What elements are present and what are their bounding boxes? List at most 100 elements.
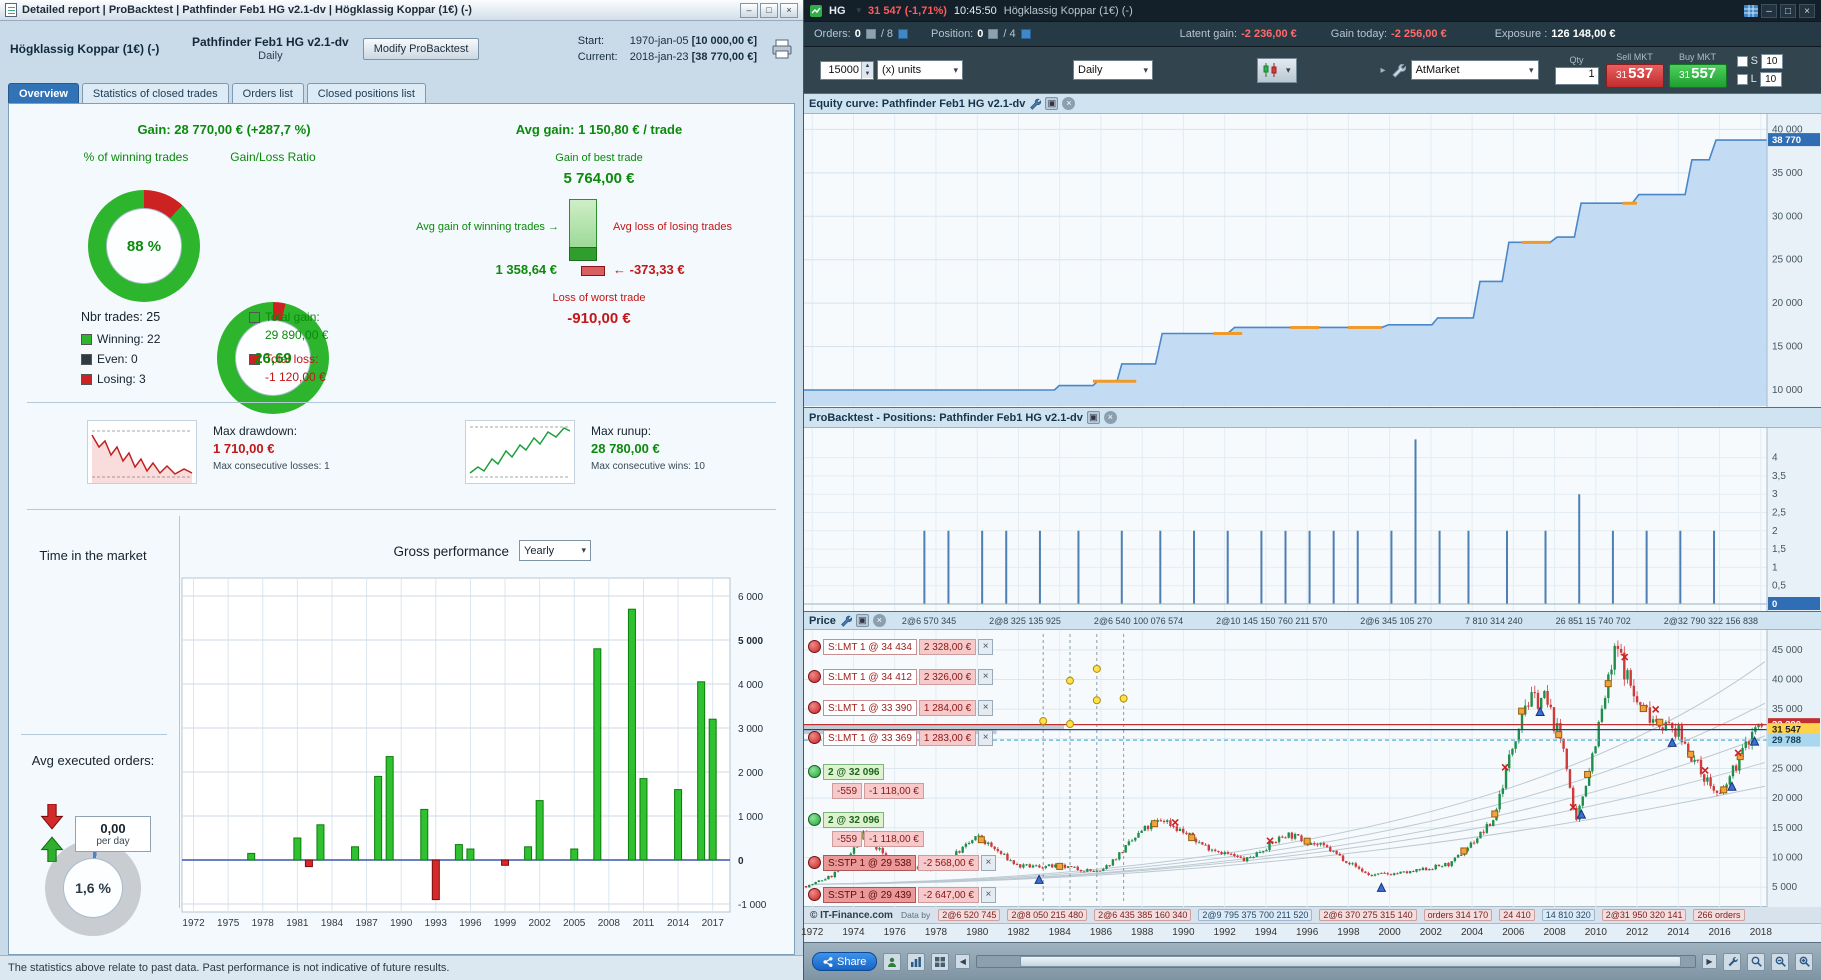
wrench-icon[interactable]: [1391, 63, 1406, 78]
popout-icon[interactable]: ▣: [855, 614, 869, 627]
chart-scrollbar[interactable]: [976, 955, 1696, 968]
symbol-chevron-icon[interactable]: ▾: [856, 5, 862, 15]
price-order-row: -559 -1 118,00 €: [832, 782, 924, 799]
report-header: Högklassig Koppar (1€) (-) Pathfinder Fe…: [0, 21, 803, 77]
position-add-icon[interactable]: [1020, 29, 1031, 39]
cancel-order-button[interactable]: ×: [978, 638, 994, 655]
x-axis-year-label: 2010: [1584, 927, 1607, 938]
positions-panel: ProBacktest - Positions: Pathfinder Feb1…: [804, 407, 1821, 612]
zoom-in-button[interactable]: [1795, 952, 1813, 971]
search-button[interactable]: [1747, 952, 1765, 971]
scroll-left-button[interactable]: ◀: [955, 954, 971, 969]
svg-text:35 000: 35 000: [1772, 704, 1803, 715]
wrench-icon[interactable]: [840, 615, 852, 627]
print-icon[interactable]: [771, 39, 793, 59]
tab-statistics[interactable]: Statistics of closed trades: [81, 83, 229, 103]
limit-checkbox[interactable]: [1736, 73, 1748, 85]
even-count: Even: 0: [81, 352, 160, 366]
units-value: (x) units: [882, 64, 922, 76]
order-icon: [808, 856, 821, 869]
winning-count-label: Winning: 22: [97, 332, 161, 346]
price-panel: Price ▣ × 2@6 570 345 2@8 325 135 925 2@6 …: [804, 611, 1821, 907]
chart-type-button[interactable]: ▾: [1257, 57, 1297, 83]
units-select[interactable]: (x) units ▾: [877, 60, 963, 80]
buy-price: 557: [1691, 65, 1717, 82]
layout-button[interactable]: [931, 952, 950, 971]
chart-close-button[interactable]: ×: [1799, 3, 1815, 18]
tab-closed-positions[interactable]: Closed positions list: [306, 83, 426, 103]
svg-text:6 000: 6 000: [738, 592, 763, 603]
start-amount: [10 000,00 €]: [691, 34, 757, 47]
chart-minimize-button[interactable]: –: [1761, 3, 1777, 18]
runup-sparkline: [465, 420, 575, 484]
orders-list-icon[interactable]: [865, 29, 876, 39]
x-axis-year-label: 1982: [1007, 927, 1030, 938]
position-list-icon[interactable]: [988, 29, 999, 39]
cancel-order-button[interactable]: ×: [978, 668, 994, 685]
modify-probacktest-button[interactable]: Modify ProBacktest: [362, 38, 480, 60]
close-panel-icon[interactable]: ×: [1103, 411, 1117, 424]
close-panel-icon[interactable]: ×: [872, 614, 886, 627]
position-label: Position:: [931, 28, 974, 40]
cancel-order-button[interactable]: ×: [980, 854, 996, 871]
current-date: 2018-jan-23: [629, 51, 689, 63]
stats-button[interactable]: [907, 952, 926, 971]
quantity-stepper[interactable]: 15000 ▲ ▼: [820, 60, 874, 80]
price-footer-row: © IT-Finance.com Data by 2@6 520 745 2@8 …: [804, 906, 1821, 923]
last-price: 31 547 (-1,71%): [868, 4, 947, 17]
buy-market-button[interactable]: 31 557: [1668, 64, 1727, 88]
gross-performance-period-select[interactable]: Yearly ▾: [519, 540, 591, 561]
maximize-button[interactable]: □: [760, 2, 778, 18]
settings-button[interactable]: [1723, 952, 1741, 971]
order-annotation: 26 851 15 740 702: [1555, 615, 1631, 626]
totals-block: Total gain: 29 890,00 € Total loss: -1 1…: [249, 310, 328, 384]
svg-text:20 000: 20 000: [1772, 298, 1803, 309]
orders-max: / 8: [880, 28, 894, 40]
popout-icon[interactable]: ▣: [1045, 97, 1059, 110]
scrollbar-thumb[interactable]: [1020, 956, 1681, 967]
close-button[interactable]: ×: [780, 2, 798, 18]
svg-text:45 000: 45 000: [1772, 645, 1803, 656]
x-axis-year-label: 2008: [1543, 927, 1566, 938]
stepper-down-icon[interactable]: ▼: [862, 69, 873, 78]
scroll-right-button[interactable]: ▶: [1702, 954, 1717, 969]
total-loss-row: Total loss:: [249, 352, 328, 366]
tab-overview[interactable]: Overview: [8, 83, 79, 103]
stop-checkbox[interactable]: [1736, 55, 1748, 67]
orders-add-icon[interactable]: [898, 29, 909, 39]
grid-icon[interactable]: [1744, 4, 1758, 17]
tab-orders-list[interactable]: Orders list: [231, 83, 304, 103]
position-count: 0: [977, 28, 984, 40]
bar-chart-icon: [911, 956, 922, 967]
svg-text:1987: 1987: [355, 918, 378, 929]
cancel-order-button[interactable]: ×: [980, 886, 996, 903]
stepper-up-icon[interactable]: ▲: [862, 61, 873, 70]
x-axis-year-label: 1980: [966, 927, 989, 938]
winning-trades-donut: 88 %: [88, 190, 200, 302]
user-button[interactable]: [883, 952, 902, 971]
limit-value[interactable]: 10: [1759, 71, 1782, 87]
timeframe-select[interactable]: Daily ▾: [1073, 60, 1153, 80]
play-icon[interactable]: ▸: [1380, 64, 1386, 76]
instrument-name: Högklassig Koppar (1€) (-): [10, 42, 160, 56]
minimize-button[interactable]: –: [740, 2, 758, 18]
zoom-out-button[interactable]: [1771, 952, 1789, 971]
drawdown-sparkline: [87, 420, 197, 484]
order-value: 1 284,00 €: [918, 699, 977, 716]
order-annotation: 2@10 145 150 760 211 570: [1216, 615, 1328, 626]
wrench-icon[interactable]: [1029, 98, 1042, 110]
cancel-order-button[interactable]: ×: [978, 729, 994, 746]
share-button[interactable]: Share: [812, 952, 878, 971]
chart-maximize-button[interactable]: □: [1780, 3, 1796, 18]
cancel-order-button[interactable]: ×: [978, 699, 994, 716]
qty-input[interactable]: 1: [1554, 67, 1599, 85]
arrow-right-icon: →: [548, 221, 559, 233]
order-annotations-bottom: 2@6 520 745 2@8 050 215 480 2@6 435 385 16…: [938, 909, 1745, 921]
stop-value[interactable]: 10: [1760, 53, 1783, 69]
avg-orders-unit: per day: [96, 836, 130, 847]
stepper-arrows[interactable]: ▲ ▼: [861, 61, 873, 79]
popout-icon[interactable]: ▣: [1086, 411, 1100, 424]
close-panel-icon[interactable]: ×: [1062, 97, 1076, 110]
sell-market-button[interactable]: 31 537: [1605, 64, 1664, 88]
order-type-select[interactable]: AtMarket ▾: [1410, 60, 1539, 80]
